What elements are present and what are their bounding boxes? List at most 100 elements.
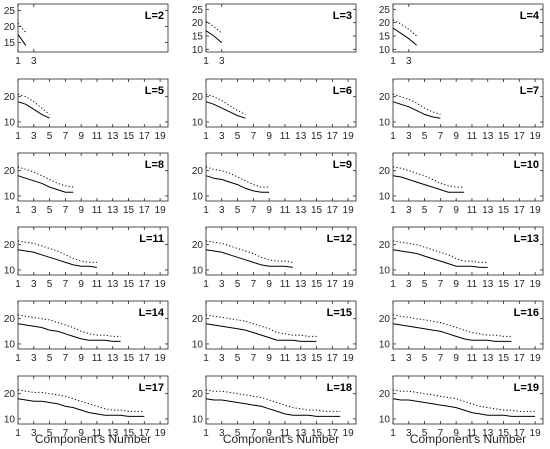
series-line-solid — [205, 30, 223, 44]
axes-box — [392, 152, 544, 202]
series-line-solid — [17, 249, 97, 268]
panel-title: L=15 — [327, 307, 352, 319]
y-tick-label: 10 — [4, 117, 16, 128]
x-tick-label: 11 — [467, 131, 478, 142]
x-tick-label: 17 — [327, 279, 339, 290]
x-tick-label: 3 — [31, 56, 37, 67]
y-tick-label: 20 — [4, 92, 16, 103]
x-tick-label: 1 — [203, 56, 209, 67]
x-tick-label: 7 — [438, 353, 444, 364]
x-tick-label: 7 — [438, 279, 444, 290]
panel-title: L=3 — [333, 10, 352, 22]
series-line-solid — [17, 175, 74, 193]
y-tick-label: 10 — [192, 117, 204, 128]
x-tick-label: 1 — [203, 131, 209, 142]
x-tick-label: 19 — [530, 279, 542, 290]
x-tick-label: 17 — [514, 131, 526, 142]
y-tick-label: 20 — [379, 92, 391, 103]
x-tick-label: 7 — [251, 353, 257, 364]
series-line-solid — [392, 27, 418, 46]
x-tick-label: 19 — [155, 353, 167, 364]
axes-box — [205, 226, 357, 276]
x-tick-label: 1 — [15, 131, 21, 142]
x-tick-label: 19 — [530, 428, 542, 439]
y-tick-label: 25 — [4, 6, 16, 17]
x-tick-label: 15 — [498, 279, 510, 290]
x-tick-label: 7 — [251, 205, 257, 216]
y-tick-label: 10 — [379, 265, 391, 276]
x-tick-label: 3 — [31, 428, 37, 439]
x-tick-label: 5 — [235, 353, 241, 364]
x-tick-label: 3 — [219, 428, 225, 439]
series-line-dotted — [205, 240, 293, 263]
x-tick-label: 17 — [139, 131, 151, 142]
x-tick-label: 7 — [438, 205, 444, 216]
x-tick-label: 1 — [203, 428, 209, 439]
x-tick-label: 3 — [406, 428, 412, 439]
x-tick-label: 13 — [482, 428, 494, 439]
x-tick-label: 11 — [467, 205, 478, 216]
x-tick-label: 17 — [139, 205, 151, 216]
x-tick-label: 19 — [343, 353, 355, 364]
y-tick-label: 20 — [379, 389, 391, 400]
x-tick-label: 3 — [31, 205, 37, 216]
panel-title: L=5 — [145, 85, 164, 97]
x-tick-label: 1 — [15, 428, 21, 439]
x-tick-label: 7 — [438, 428, 444, 439]
axes-box — [205, 152, 357, 202]
y-tick-label: 10 — [4, 339, 16, 350]
x-tick-label: 9 — [266, 279, 272, 290]
x-tick-label: 11 — [92, 279, 103, 290]
panel-title: L=9 — [333, 159, 352, 171]
y-tick-label: 20 — [379, 240, 391, 251]
x-tick-label: 7 — [251, 279, 257, 290]
x-tick-label: 17 — [514, 205, 526, 216]
x-tick-label: 19 — [343, 428, 355, 439]
series-line-solid — [205, 101, 246, 119]
x-tick-label: 7 — [63, 353, 69, 364]
x-tick-label: 5 — [422, 353, 428, 364]
x-tick-label: 11 — [467, 428, 478, 439]
y-tick-label: 10 — [192, 45, 204, 56]
x-tick-label: 19 — [155, 428, 167, 439]
axes-box — [392, 78, 544, 128]
y-tick-label: 10 — [192, 265, 204, 276]
x-tick-label: 3 — [219, 56, 225, 67]
panel-title: L=11 — [139, 233, 164, 245]
x-tick-label: 9 — [78, 279, 84, 290]
axes-box — [17, 3, 169, 53]
panel-title: L=16 — [514, 307, 539, 319]
x-tick-label: 5 — [422, 279, 428, 290]
y-tick-label: 15 — [192, 32, 204, 43]
x-tick-label: 3 — [219, 353, 225, 364]
y-tick-label: 15 — [379, 32, 391, 43]
x-tick-label: 5 — [47, 131, 53, 142]
x-tick-label: 9 — [78, 428, 84, 439]
x-tick-label: 1 — [203, 279, 209, 290]
x-tick-label: 13 — [295, 131, 307, 142]
y-tick-label: 20 — [192, 240, 204, 251]
x-tick-label: 1 — [390, 131, 396, 142]
x-tick-label: 19 — [155, 205, 167, 216]
x-tick-label: 3 — [406, 131, 412, 142]
panel-title: L=7 — [520, 85, 539, 97]
x-tick-label: 5 — [47, 353, 53, 364]
series-line-dotted — [17, 389, 145, 412]
x-tick-label: 15 — [498, 131, 510, 142]
axes-box — [17, 300, 169, 350]
axes-box — [17, 152, 169, 202]
x-tick-label: 1 — [390, 428, 396, 439]
series-line-solid — [17, 101, 50, 119]
y-tick-label: 10 — [379, 117, 391, 128]
panel-title: L=10 — [514, 159, 539, 171]
series-line-dotted — [17, 93, 50, 115]
x-tick-label: 13 — [482, 205, 494, 216]
x-tick-label: 1 — [15, 353, 21, 364]
x-tick-label: 7 — [63, 428, 69, 439]
